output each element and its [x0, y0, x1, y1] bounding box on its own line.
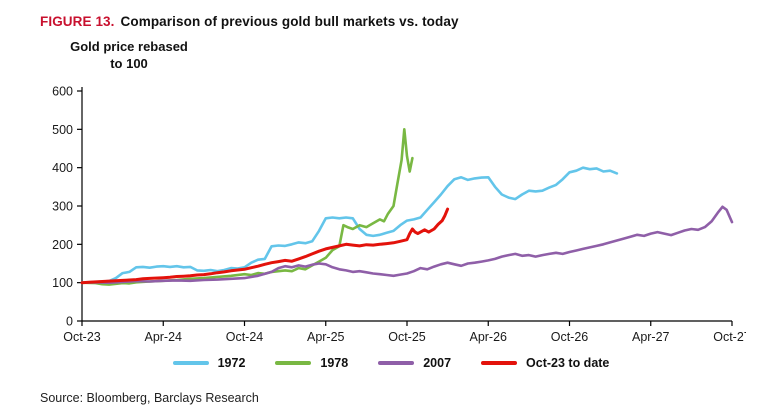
x-tick-label: Oct-23: [63, 330, 101, 344]
series-line-oct-23-to-date: [80, 207, 450, 284]
legend-label: 2007: [423, 355, 452, 370]
legend-item-1978: 1978: [275, 356, 348, 370]
x-tick-label: Apr-24: [144, 330, 182, 344]
series-line-2007: [80, 205, 734, 284]
legend-label: 1972: [217, 355, 246, 370]
figure-title-row: FIGURE 13. Comparison of previous gold bu…: [0, 0, 783, 29]
y-axis-title-line2: to 100: [110, 55, 148, 71]
x-tick-label: Oct-24: [226, 330, 264, 344]
x-tick-label: Apr-26: [469, 330, 507, 344]
chart: 0 100 200 300 400 500 600 Oct-23 Apr-24 Oct-24 Apr…: [36, 75, 783, 352]
legend-swatch: [275, 360, 312, 365]
legend-swatch: [378, 360, 415, 365]
x-tick-label: Oct-26: [551, 330, 589, 344]
legend-item-2007: 2007: [378, 356, 451, 370]
legend-swatch: [172, 360, 209, 365]
y-tick-label: 500: [52, 123, 73, 137]
y-tick-label: 400: [52, 161, 73, 175]
x-tick-label: Oct-27: [713, 330, 746, 344]
source-note: Source: Bloomberg, Barclays Research: [40, 391, 259, 405]
x-tick-label: Oct-25: [388, 330, 426, 344]
legend: 1972 1978 2007 Oct-23 to date: [36, 356, 746, 370]
series-line-1972: [80, 166, 619, 284]
y-axis-title: Gold price rebased to 100: [54, 39, 204, 73]
x-tick-label: Apr-27: [632, 330, 670, 344]
legend-label: Oct-23 to date: [526, 355, 610, 370]
y-tick-label: 100: [52, 276, 73, 290]
y-tick-label: 300: [52, 199, 73, 213]
legend-swatch: [481, 360, 518, 365]
y-tick-label: 200: [52, 238, 73, 252]
y-axis-title-line1: Gold price rebased: [70, 39, 188, 54]
legend-label: 1978: [320, 355, 349, 370]
figure-label: FIGURE 13.: [40, 14, 115, 29]
legend-item-oct-23-to-date: Oct-23 to date: [481, 356, 609, 370]
y-tick-label: 600: [52, 84, 73, 98]
legend-item-1972: 1972: [172, 355, 246, 370]
x-tick-label: Apr-25: [307, 330, 345, 344]
y-tick-label: 0: [66, 314, 73, 328]
figure-title: Comparison of previous gold bull markets…: [120, 14, 459, 29]
chart-svg: 0 100 200 300 400 500 600 Oct-23 Apr-24 Oct-24 Apr…: [52, 84, 751, 344]
series-line-1978: [80, 127, 414, 286]
